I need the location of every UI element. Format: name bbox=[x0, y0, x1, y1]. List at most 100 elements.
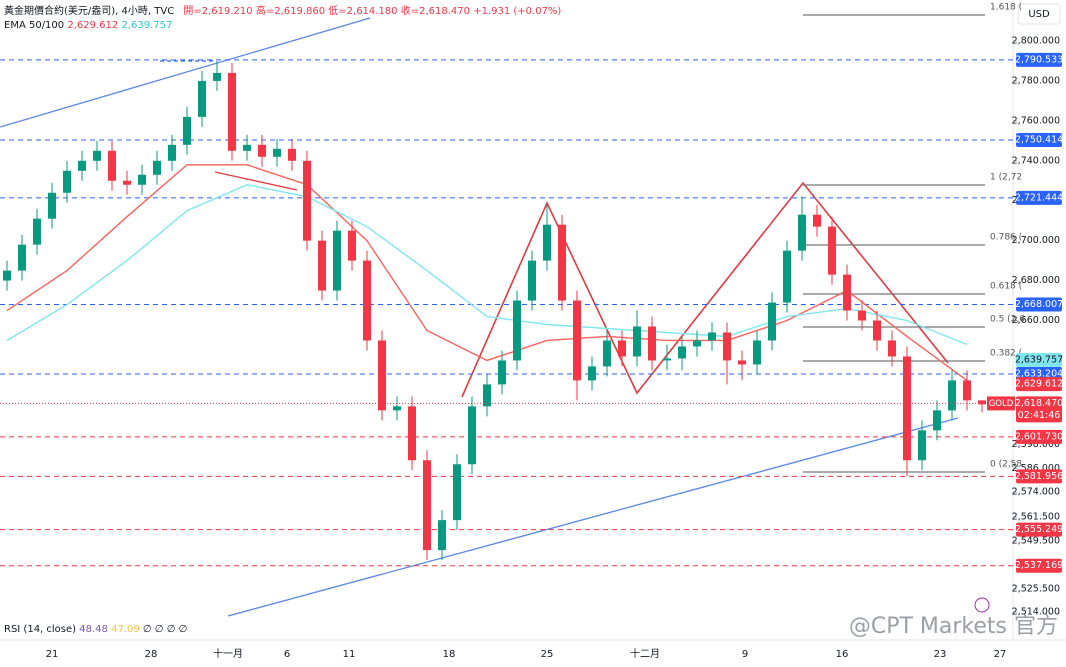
candle-body bbox=[63, 170, 71, 193]
candle-body bbox=[108, 150, 116, 181]
price-name-tag bbox=[987, 396, 1015, 411]
y-tick-label: 2,780.000 bbox=[1012, 75, 1060, 86]
candle-body bbox=[153, 160, 161, 175]
pattern-line bbox=[461, 181, 949, 398]
candle-body bbox=[228, 72, 236, 151]
candle-body bbox=[618, 340, 626, 357]
candle-body bbox=[453, 464, 461, 521]
trend-line bbox=[214, 171, 298, 191]
candle-body bbox=[753, 340, 761, 365]
ema-name: EMA 50/100 bbox=[4, 20, 64, 31]
ema50: 2,629.612 bbox=[67, 20, 118, 31]
candle-body bbox=[483, 384, 491, 407]
fib-label: 1.618 ( bbox=[990, 3, 1022, 13]
y-tick-label: 2,800.000 bbox=[1012, 36, 1060, 47]
y-tick-label: 2,514.000 bbox=[1012, 607, 1060, 618]
candle-body bbox=[783, 250, 791, 303]
candle-body bbox=[948, 380, 956, 411]
price-timer: 02:41:46 bbox=[1018, 410, 1061, 421]
y-tick-label: 2,586.000 bbox=[1012, 463, 1060, 474]
candle-body bbox=[543, 224, 551, 261]
x-tick-label: 27 bbox=[994, 649, 1007, 660]
x-tick-label: 21 bbox=[46, 649, 59, 660]
candle-body bbox=[588, 366, 596, 381]
candle-body bbox=[348, 230, 356, 261]
header: 黃金期價合約(美元/盎司), 4小時, TVC 開=2,619.210 高=2,… bbox=[4, 4, 561, 17]
level-label: 2,633.204 bbox=[1015, 369, 1063, 380]
candle-body bbox=[438, 520, 446, 551]
price-name: GOLD bbox=[989, 399, 1014, 409]
rsi-rest: ∅ ∅ ∅ ∅ bbox=[143, 624, 187, 635]
y-tick-label: 2,760.000 bbox=[1012, 115, 1060, 126]
x-tick-label: 28 bbox=[145, 649, 158, 660]
event-icon[interactable] bbox=[974, 597, 990, 613]
x-tick-label: 25 bbox=[541, 649, 554, 660]
level-tag bbox=[1016, 52, 1062, 67]
candle-body bbox=[873, 320, 881, 341]
candle-body bbox=[528, 260, 536, 301]
ema-line bbox=[6, 184, 968, 346]
level-tag bbox=[1016, 469, 1062, 484]
candle-body bbox=[468, 406, 476, 465]
currency-box[interactable] bbox=[1017, 3, 1061, 25]
level-tag bbox=[1016, 297, 1062, 312]
candle-body bbox=[168, 144, 176, 161]
candle-body bbox=[843, 274, 851, 311]
y-tick-label: 2,525.500 bbox=[1012, 584, 1060, 595]
level-label: 2,537.169 bbox=[1015, 560, 1063, 571]
ema-legend: EMA 50/100 2,629.612 2,639.757 bbox=[4, 20, 172, 31]
fib-label: 0.618 ( bbox=[990, 282, 1022, 292]
candle-body bbox=[408, 406, 416, 461]
candle-body bbox=[33, 218, 41, 245]
level-tag bbox=[1016, 429, 1062, 444]
y-tick-label: 2,700.000 bbox=[1012, 235, 1060, 246]
ema-tag-label: 2,629.612 bbox=[1015, 379, 1063, 390]
candle-body bbox=[708, 332, 716, 341]
fib-label: 0 (2,58 bbox=[990, 460, 1022, 470]
candle-body bbox=[558, 224, 566, 301]
candle-body bbox=[18, 244, 26, 271]
level-label: 2,750.414 bbox=[1015, 134, 1063, 145]
level-tag bbox=[1016, 558, 1062, 573]
change: +1.931 (+0.07%) bbox=[473, 6, 561, 17]
y-tick-label: 2,660.000 bbox=[1012, 315, 1060, 326]
candle-body bbox=[963, 380, 971, 401]
x-tick-label: 18 bbox=[443, 649, 456, 660]
candle-body bbox=[633, 326, 641, 357]
candle-body bbox=[363, 260, 371, 341]
candle-body bbox=[273, 148, 281, 157]
level-label: 2,581.956 bbox=[1015, 471, 1063, 482]
y-tick-label: 2,549.500 bbox=[1012, 536, 1060, 547]
candle-body bbox=[888, 340, 896, 357]
x-tick-label: 6 bbox=[284, 649, 290, 660]
candle-body bbox=[243, 144, 251, 151]
trend-line bbox=[227, 417, 959, 617]
candle-body bbox=[288, 148, 296, 161]
rsi-value: 48.48 bbox=[79, 624, 108, 635]
level-tag bbox=[1016, 522, 1062, 537]
x-tick-label: 十一月 bbox=[213, 647, 243, 660]
x-tick-label: 16 bbox=[836, 649, 849, 660]
level-tag bbox=[1016, 132, 1062, 147]
level-label: 2,721.444 bbox=[1015, 192, 1063, 203]
y-tick-label: 2,740.000 bbox=[1012, 155, 1060, 166]
candle-body bbox=[693, 340, 701, 347]
candle-body bbox=[798, 214, 806, 251]
candle-body bbox=[78, 160, 86, 171]
ema-tag bbox=[1016, 352, 1062, 367]
x-tick-label: 十二月 bbox=[630, 647, 660, 660]
candle-body bbox=[333, 230, 341, 291]
candle-body bbox=[903, 356, 911, 461]
candle-body bbox=[393, 406, 401, 411]
candle-body bbox=[858, 310, 866, 321]
candle-body bbox=[933, 410, 941, 431]
candle-body bbox=[498, 360, 506, 385]
currency[interactable]: USD bbox=[1028, 9, 1050, 20]
x-tick-label: 11 bbox=[343, 649, 356, 660]
rsi-value: 47.09 bbox=[111, 624, 140, 635]
y-tick-label: 2,680.000 bbox=[1012, 275, 1060, 286]
candle-body bbox=[738, 360, 746, 365]
candle-body bbox=[978, 400, 986, 405]
